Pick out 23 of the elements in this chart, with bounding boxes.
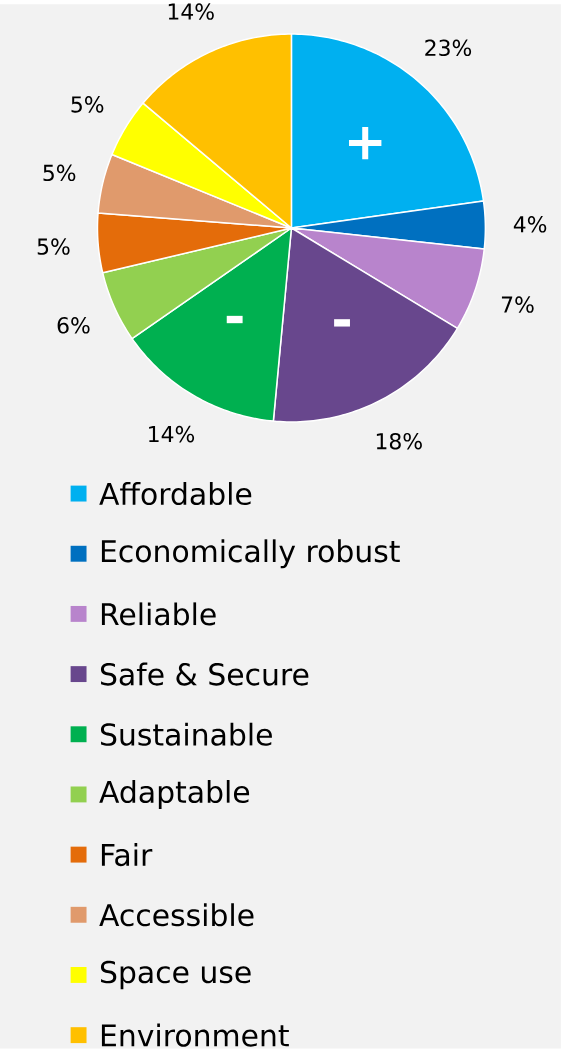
data-label: 7% <box>501 296 534 313</box>
legend-label: Adaptable <box>99 780 250 809</box>
data-label: 23% <box>425 39 472 57</box>
legend-label: Sustainable <box>100 722 272 746</box>
legend-label: Accessible <box>99 903 254 927</box>
text: - <box>334 319 350 327</box>
data-label: 4% <box>513 216 547 233</box>
legend-label: Safe & Secure <box>100 662 309 686</box>
legend-label: Affordable <box>99 482 252 506</box>
data-label: 14% <box>168 3 214 20</box>
data-label: 18% <box>376 432 422 450</box>
text: - <box>226 315 243 324</box>
data-label: 14% <box>149 425 195 443</box>
legend-label: Space use <box>100 960 251 990</box>
text: + <box>349 126 382 160</box>
legend-label: Environment <box>101 1023 289 1047</box>
data-label: 5% <box>71 96 104 113</box>
legend-label: Reliable <box>101 602 216 626</box>
data-label: 5% <box>43 164 76 182</box>
legend-label: Fair <box>101 843 153 867</box>
data-label: 5% <box>37 238 70 255</box>
legend-label: Economically robust <box>101 539 400 569</box>
data-label: 6% <box>57 317 90 334</box>
